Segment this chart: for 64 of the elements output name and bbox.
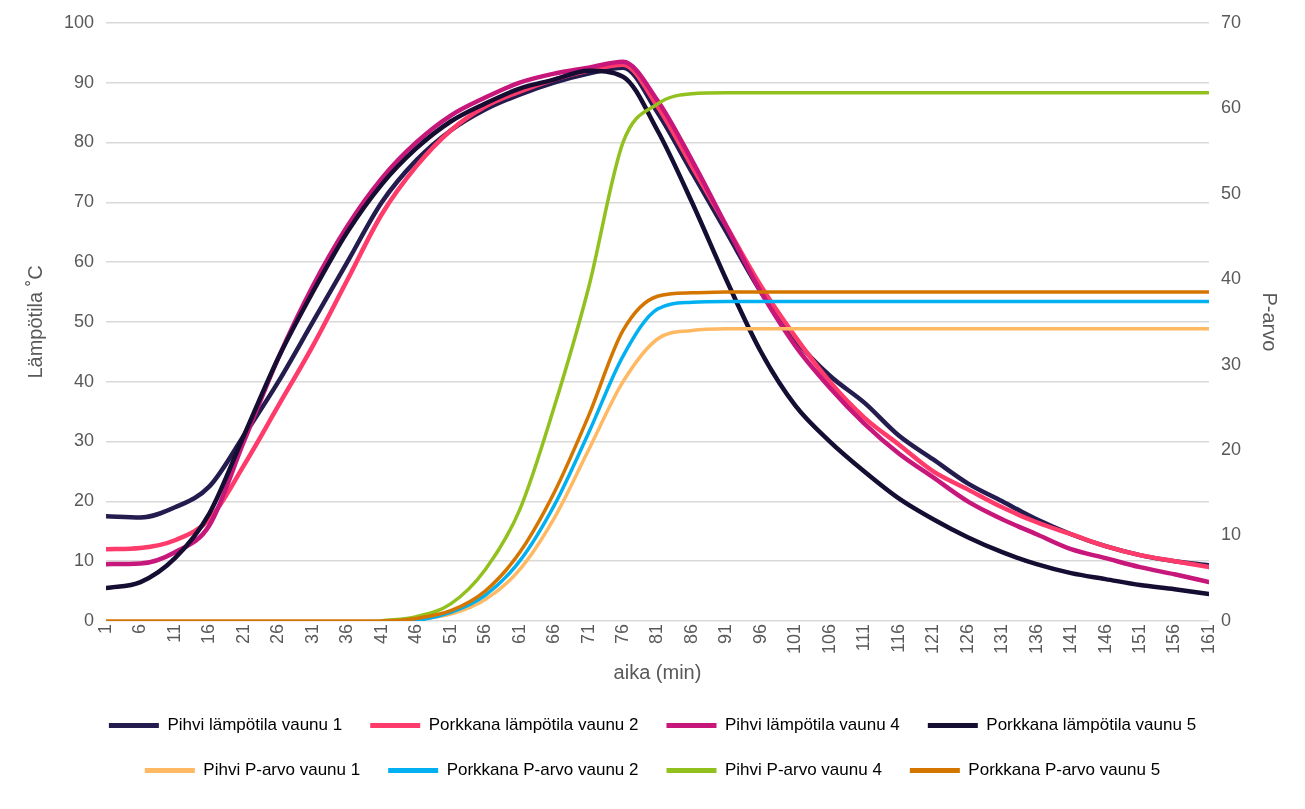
y-tick-label: 60: [74, 251, 95, 272]
y2-tick-label: 20: [1220, 439, 1242, 460]
x-tick-label: 61: [508, 623, 529, 644]
x-tick-label: 11: [163, 623, 184, 643]
y-tick-label: 80: [74, 131, 95, 152]
x-tick-label: 46: [405, 623, 426, 644]
legend-label: Pihvi lämpötila vaunu 1: [167, 715, 343, 735]
x-tick-label: 111: [853, 623, 874, 652]
y2-axis-title: P-arvo: [1259, 292, 1282, 352]
x-tick-label: 71: [577, 623, 598, 644]
y-tick-label: 50: [74, 310, 95, 331]
x-tick-label: 31: [301, 623, 322, 644]
y-tick-label: 30: [74, 430, 95, 451]
legend-label: Porkkana P-arvo vaunu 5: [968, 760, 1161, 780]
y2-tick-label: 70: [1220, 11, 1242, 32]
y-tick-label: 100: [63, 11, 95, 32]
y2-tick-label: 30: [1220, 353, 1242, 374]
x-tick-label: 161: [1197, 623, 1218, 655]
y-tick-label: 0: [84, 609, 95, 630]
y-tick-label: 20: [74, 490, 95, 511]
y-axis-title: Lämpötila ˚C: [23, 265, 46, 379]
x-tick-label: 86: [680, 623, 701, 644]
x-tick-label: 151: [1129, 623, 1150, 655]
y2-tick-label: 60: [1220, 97, 1242, 118]
x-tick-label: 121: [922, 623, 943, 655]
legend-label: Porkkana lämpötila vaunu 5: [986, 715, 1197, 735]
y2-tick-label: 50: [1220, 182, 1242, 203]
x-tick-label: 141: [1060, 623, 1081, 655]
x-tick-label: 6: [129, 623, 150, 634]
line-series: [106, 290, 1209, 621]
x-tick-label: 56: [474, 623, 495, 644]
x-tick-label: 116: [887, 623, 908, 653]
x-tick-label: 106: [818, 623, 839, 655]
x-tick-label: 51: [439, 623, 460, 644]
legend-label: Pihvi P-arvo vaunu 1: [203, 760, 361, 780]
x-tick-label: 81: [646, 623, 667, 644]
x-tick-label: 96: [749, 623, 770, 644]
x-tick-label: 136: [1025, 623, 1046, 655]
y-tick-label: 90: [74, 71, 95, 92]
y-tick-label: 70: [74, 191, 95, 212]
legend-label: Porkkana lämpötila vaunu 2: [428, 715, 639, 735]
x-tick-label: 126: [956, 623, 977, 655]
x-tick-label: 1: [95, 623, 115, 634]
x-tick-label: 101: [784, 623, 805, 655]
legend-label: Pihvi lämpötila vaunu 4: [725, 715, 900, 735]
y2-tick-label: 0: [1220, 609, 1231, 630]
y2-tick-label: 40: [1220, 268, 1242, 289]
x-tick-label: 36: [336, 623, 357, 644]
y2-tick-label: 10: [1220, 524, 1242, 545]
x-tick-label: 16: [198, 623, 219, 644]
x-tick-label: 91: [715, 623, 736, 644]
y-tick-label: 40: [74, 370, 95, 391]
x-tick-label: 26: [267, 623, 288, 644]
x-axis-title: aika (min): [613, 660, 702, 683]
x-tick-label: 156: [1163, 623, 1184, 655]
x-tick-label: 76: [612, 623, 633, 644]
legend-label: Porkkana P-arvo vaunu 2: [446, 760, 639, 780]
x-tick-label: 21: [232, 623, 253, 644]
x-tick-label: 131: [991, 623, 1012, 655]
y-tick-label: 10: [74, 550, 95, 571]
x-tick-label: 41: [370, 623, 391, 644]
x-tick-label: 66: [543, 623, 564, 644]
x-tick-label: 146: [1094, 623, 1115, 655]
legend-label: Pihvi P-arvo vaunu 4: [725, 760, 882, 780]
